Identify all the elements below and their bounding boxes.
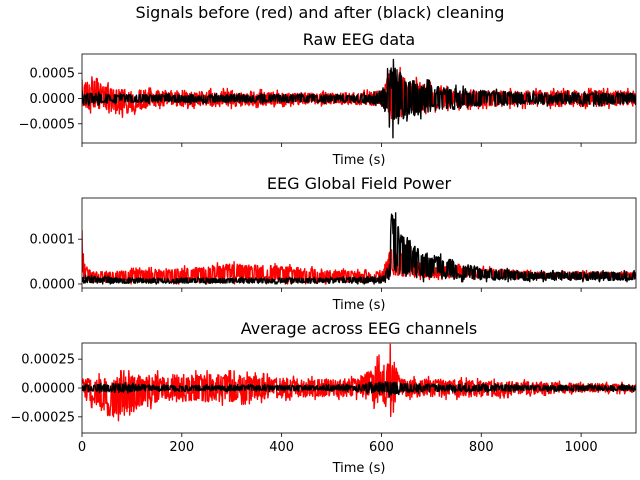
x-axis-label: Time (s)	[332, 298, 386, 313]
y-tick-label: 0.0005	[30, 67, 76, 82]
x-axis-label: Time (s)	[332, 461, 386, 476]
x-tick-label: 200	[169, 440, 194, 455]
axes-average-eeg: Average across EEG channels Time (s) 0 20…	[10, 319, 637, 476]
axes-title: Average across EEG channels	[241, 319, 478, 338]
y-tick-label: 0.0001	[30, 233, 76, 248]
plot-area	[81, 197, 637, 289]
y-tick-label: 0.0000	[30, 277, 76, 292]
series-line	[82, 212, 636, 285]
axes-title: Raw EEG data	[303, 30, 415, 49]
axes-title: EEG Global Field Power	[267, 174, 452, 193]
series-line	[82, 381, 636, 398]
x-tick-label: 0	[78, 440, 86, 455]
x-axis-label: Time (s)	[332, 153, 386, 168]
axes-global-field-power: EEG Global Field Power Time (s) 0.0000 0.…	[30, 174, 637, 313]
y-tick-label: −0.00025	[10, 410, 75, 425]
series-line	[82, 58, 636, 139]
x-tick-label: 600	[369, 440, 394, 455]
axes-frame	[81, 197, 637, 289]
series-line	[82, 66, 636, 120]
y-tick-label: −0.0005	[19, 117, 75, 132]
y-tick-label: 0.00025	[21, 353, 75, 368]
plot-area	[81, 53, 637, 144]
series-line	[82, 343, 636, 422]
plot-area	[81, 342, 637, 434]
x-tick-label: 800	[469, 440, 494, 455]
x-tick-label: 1000	[565, 440, 598, 455]
axes-raw-eeg: Raw EEG data Time (s) −0.0005 0.0000 0.000…	[19, 30, 637, 168]
x-tick-label: 400	[269, 440, 294, 455]
figure-suptitle: Signals before (red) and after (black) c…	[136, 3, 505, 22]
y-tick-label: 0.00000	[21, 382, 75, 397]
y-tick-label: 0.0000	[30, 92, 76, 107]
